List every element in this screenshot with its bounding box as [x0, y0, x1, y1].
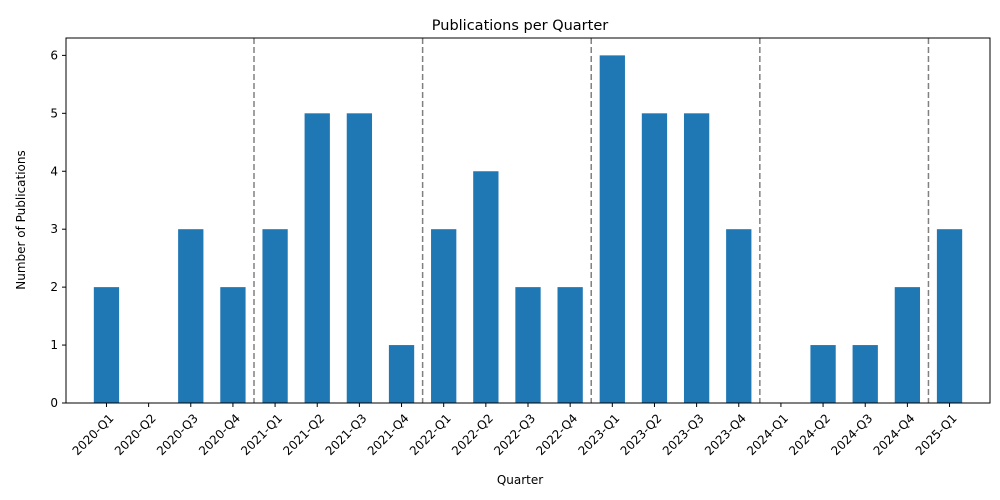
x-tick-label: 2020-Q1 — [70, 411, 117, 458]
bar-2022-Q2 — [473, 171, 499, 403]
x-tick-label: 2020-Q4 — [196, 411, 243, 458]
x-tick-label: 2020-Q3 — [154, 411, 201, 458]
bar-2023-Q3 — [683, 113, 710, 404]
bar-2023-Q4 — [726, 229, 752, 403]
x-tick-label: 2021-Q4 — [365, 411, 412, 458]
y-axis-label: Number of Publications — [14, 150, 28, 290]
x-tick-label: 2022-Q2 — [449, 411, 496, 458]
x-tick-label: 2021-Q2 — [280, 411, 327, 458]
x-tick-label: 2023-Q4 — [702, 411, 749, 458]
bar-2022-Q4 — [557, 287, 583, 403]
y-tick-label: 6 — [50, 48, 58, 62]
y-tick-label: 3 — [50, 222, 58, 236]
bar-2024-Q4 — [894, 287, 921, 403]
y-tick-label: 5 — [50, 106, 58, 120]
bar-2021-Q3 — [346, 113, 373, 404]
x-tick-label: 2022-Q4 — [533, 411, 580, 458]
bar-2020-Q1 — [93, 287, 120, 403]
x-axis-label: Quarter — [497, 473, 543, 487]
x-tick-label: 2020-Q2 — [112, 411, 159, 458]
x-tick-label: 2024-Q3 — [828, 411, 875, 458]
x-tick-label: 2024-Q1 — [744, 411, 791, 458]
bar-2023-Q1 — [599, 55, 625, 403]
x-tick-label: 2022-Q1 — [407, 411, 454, 458]
bar-2020-Q3 — [178, 229, 204, 403]
bar-2021-Q1 — [262, 229, 288, 403]
chart-title: Publications per Quarter — [432, 18, 608, 34]
bar-2020-Q4 — [220, 287, 246, 403]
y-tick-label: 2 — [50, 280, 58, 294]
x-tick-label: 2025-Q1 — [913, 411, 960, 458]
y-tick-label: 1 — [50, 338, 58, 352]
x-tick-label: 2024-Q4 — [871, 411, 918, 458]
x-tick-label: 2024-Q2 — [786, 411, 833, 458]
bar-2025-Q1 — [936, 229, 963, 403]
y-axis: 0 1 2 3 4 5 6 — [50, 48, 66, 410]
bar-2021-Q2 — [304, 113, 330, 404]
year-separators — [253, 38, 930, 403]
y-tick-label: 4 — [50, 164, 58, 178]
x-axis: 2020-Q12020-Q22020-Q32020-Q42021-Q12021-… — [70, 403, 960, 458]
x-tick-label: 2021-Q1 — [238, 411, 285, 458]
x-tick-label: 2023-Q1 — [575, 411, 622, 458]
bar-2024-Q3 — [852, 345, 878, 403]
x-tick-label: 2023-Q2 — [618, 411, 665, 458]
x-tick-label: 2023-Q3 — [660, 411, 707, 458]
bar-2022-Q1 — [431, 229, 457, 403]
bar-2022-Q3 — [515, 287, 541, 403]
bar-2023-Q2 — [641, 113, 668, 404]
bar-2021-Q4 — [388, 345, 415, 403]
y-tick-label: 0 — [50, 396, 58, 410]
bar-2024-Q2 — [810, 345, 836, 403]
x-tick-label: 2022-Q3 — [491, 411, 538, 458]
bars — [93, 55, 963, 404]
x-tick-label: 2021-Q3 — [323, 411, 370, 458]
